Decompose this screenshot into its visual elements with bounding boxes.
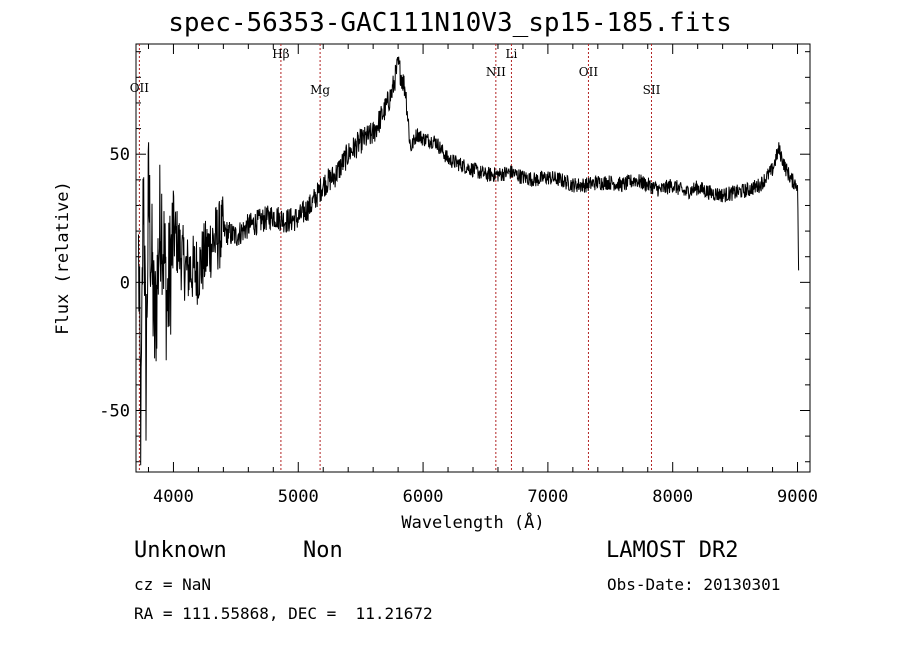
x-tick-label: 7000 [527, 487, 568, 507]
y-tick-label: -50 [99, 401, 130, 421]
object-name: Unknown [134, 538, 227, 563]
line-marker-label: Mg [310, 83, 330, 97]
line-marker-label: OII [130, 81, 150, 95]
line-marker-label: OII [579, 65, 599, 79]
line-marker-label: Hβ [272, 47, 289, 61]
survey-label: LAMOST DR2 [606, 538, 739, 563]
object-class: Non [303, 538, 343, 563]
y-axis-label: Flux (relative) [53, 181, 73, 335]
ra-dec: RA = 111.55868, DEC = 11.21672 [134, 604, 433, 623]
x-axis-label: Wavelength (Å) [401, 511, 544, 533]
cz-value: cz = NaN [134, 575, 212, 594]
line-marker-label: NII [486, 65, 506, 79]
x-tick-label: 9000 [777, 487, 818, 507]
line-marker-label: SII [643, 83, 661, 97]
line-marker-label: Li [506, 47, 518, 61]
x-tick-label: 5000 [278, 487, 319, 507]
plot-frame [135, 43, 811, 473]
chart-title: spec-56353-GAC111N10V3_sp15-185.fits [168, 8, 732, 38]
obs-date: Obs-Date: 20130301 [607, 575, 781, 594]
x-tick-label: 4000 [153, 487, 194, 507]
x-tick-label: 6000 [403, 487, 444, 507]
y-tick-label: 0 [120, 273, 130, 293]
x-tick-label: 8000 [652, 487, 693, 507]
y-tick-label: 50 [110, 145, 130, 165]
spectrum-line [138, 56, 800, 466]
